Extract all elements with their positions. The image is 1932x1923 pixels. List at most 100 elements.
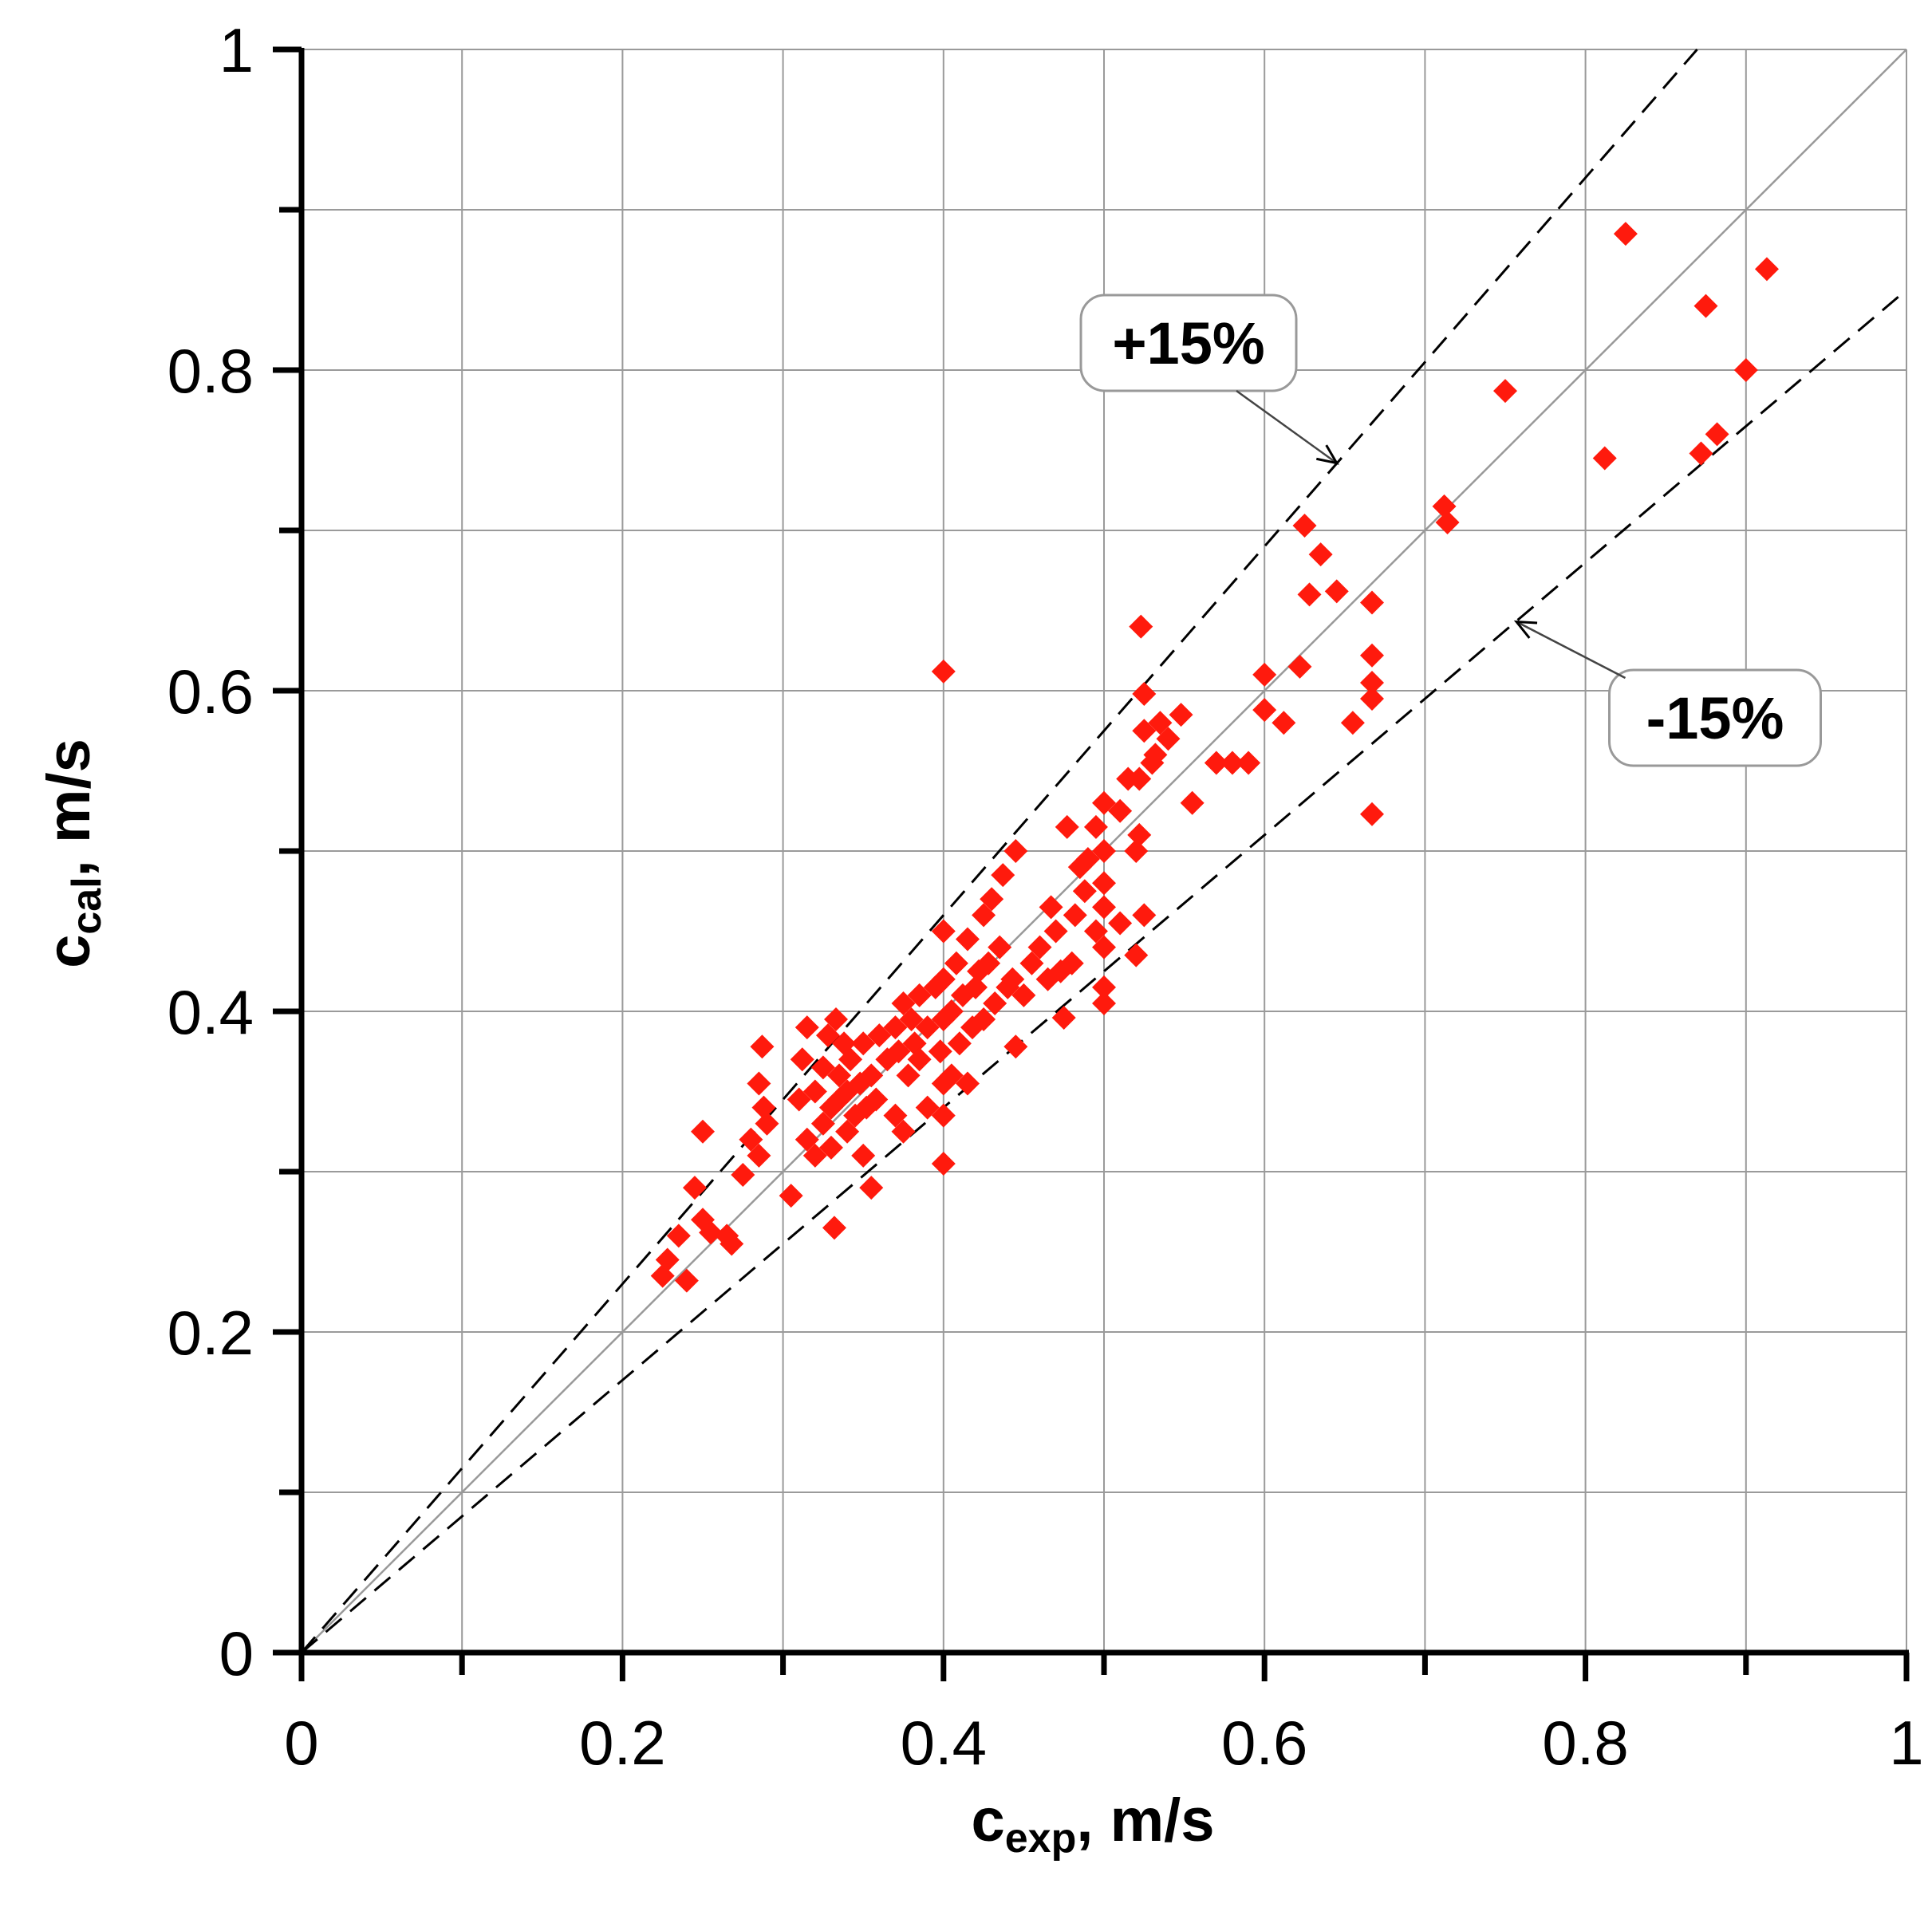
y-tick-label: 0.2 xyxy=(168,1298,254,1368)
data-point xyxy=(1592,446,1617,471)
data-point xyxy=(947,1031,972,1056)
data-point xyxy=(1003,1034,1028,1059)
data-point xyxy=(810,1111,835,1136)
data-point xyxy=(835,1119,860,1144)
data-point xyxy=(1011,983,1036,1007)
data-point xyxy=(931,659,956,684)
data-point xyxy=(691,1119,715,1144)
data-point xyxy=(1156,727,1181,751)
data-point xyxy=(915,1015,940,1040)
data-point xyxy=(1754,257,1779,282)
data-point xyxy=(964,975,988,999)
annotation-arrow xyxy=(1236,389,1338,464)
data-point xyxy=(1127,822,1152,847)
data-point xyxy=(802,1079,827,1104)
data-point xyxy=(955,1071,980,1096)
data-point xyxy=(1132,903,1157,928)
data-point xyxy=(682,1176,707,1200)
data-point xyxy=(931,967,956,991)
data-point xyxy=(1108,798,1133,823)
data-point xyxy=(823,1007,848,1032)
data-point xyxy=(1051,1006,1076,1030)
data-point xyxy=(720,1231,744,1256)
x-axis-title-main: c xyxy=(971,1787,1004,1854)
y-tick-label: 0.4 xyxy=(168,977,254,1047)
data-point xyxy=(931,919,956,944)
data-point xyxy=(1143,743,1168,767)
data-point xyxy=(1127,766,1152,791)
data-point xyxy=(891,1119,916,1144)
data-point xyxy=(991,863,1015,888)
data-point xyxy=(1204,751,1228,775)
data-point xyxy=(1272,711,1296,735)
data-point xyxy=(674,1268,699,1293)
tick-marks xyxy=(273,46,1910,1681)
data-point xyxy=(818,1135,843,1160)
data-point xyxy=(1043,919,1068,944)
x-tick-label: 0.2 xyxy=(579,1708,665,1778)
y-axis-title: ccal, m/s xyxy=(35,739,110,968)
data-point xyxy=(864,1087,889,1112)
y-tick-labels: 0 0.2 0.4 0.6 0.8 1 xyxy=(168,15,254,1689)
x-tick-label: 0.8 xyxy=(1542,1708,1628,1778)
data-point xyxy=(1693,294,1718,318)
data-point xyxy=(666,1224,691,1248)
data-point xyxy=(747,1071,771,1096)
data-point xyxy=(1124,943,1149,967)
data-point xyxy=(1733,358,1758,382)
data-point xyxy=(1092,991,1116,1015)
data-point xyxy=(867,1023,892,1048)
data-point xyxy=(1039,895,1063,920)
data-point xyxy=(1360,802,1385,826)
data-point xyxy=(1075,847,1100,872)
data-point xyxy=(1055,814,1079,839)
data-point xyxy=(1236,751,1261,775)
y-axis-title-sub: cal xyxy=(64,877,110,934)
data-point xyxy=(755,1111,779,1136)
data-point xyxy=(1092,935,1116,960)
data-point xyxy=(1220,751,1244,775)
annotation-box xyxy=(1079,294,1298,392)
data-point xyxy=(1613,222,1638,246)
x-tick-label: 0.6 xyxy=(1221,1708,1307,1778)
data-point xyxy=(931,1103,956,1128)
data-point xyxy=(1124,839,1149,863)
data-point xyxy=(1180,790,1205,815)
x-axis-title: cexp, m/s xyxy=(971,1787,1214,1862)
band-annotation: -15% xyxy=(1513,620,1822,767)
annotation-label: +15% xyxy=(1112,310,1264,376)
data-point xyxy=(988,935,1012,960)
data-point xyxy=(731,1163,755,1188)
data-point xyxy=(939,999,964,1023)
data-point xyxy=(1132,719,1157,743)
data-point xyxy=(802,1143,827,1168)
data-point xyxy=(1252,662,1277,687)
y-tick-label: 0.8 xyxy=(168,336,254,406)
x-axis-title-suffix: , m/s xyxy=(1076,1787,1214,1854)
x-tick-label: 1 xyxy=(1889,1708,1923,1778)
data-point xyxy=(1148,711,1173,735)
data-point xyxy=(1000,967,1025,991)
data-point xyxy=(827,1063,852,1088)
data-point xyxy=(899,1007,924,1032)
data-point xyxy=(1287,654,1312,679)
data-point xyxy=(891,991,916,1015)
band-annotation: +15% xyxy=(1079,294,1339,465)
band-annotations: +15% -15% xyxy=(1079,294,1822,767)
annotation-arrow xyxy=(1516,621,1626,680)
y-tick-label: 0.6 xyxy=(168,656,254,727)
data-point xyxy=(907,983,932,1007)
data-point xyxy=(883,1015,908,1040)
x-axis-title-sub: exp xyxy=(1005,1815,1077,1862)
data-point xyxy=(751,1095,776,1120)
data-point xyxy=(1360,643,1385,668)
data-point xyxy=(1308,542,1333,567)
data-point xyxy=(1360,670,1385,695)
data-point xyxy=(739,1127,763,1152)
y-tick-label: 0 xyxy=(219,1618,254,1689)
x-tick-labels: 0 0.2 0.4 0.6 0.8 1 xyxy=(284,1708,1923,1778)
arrow-head-icon xyxy=(1315,444,1339,465)
data-point xyxy=(1360,590,1385,615)
data-point xyxy=(972,903,996,928)
data-point xyxy=(1083,814,1108,839)
